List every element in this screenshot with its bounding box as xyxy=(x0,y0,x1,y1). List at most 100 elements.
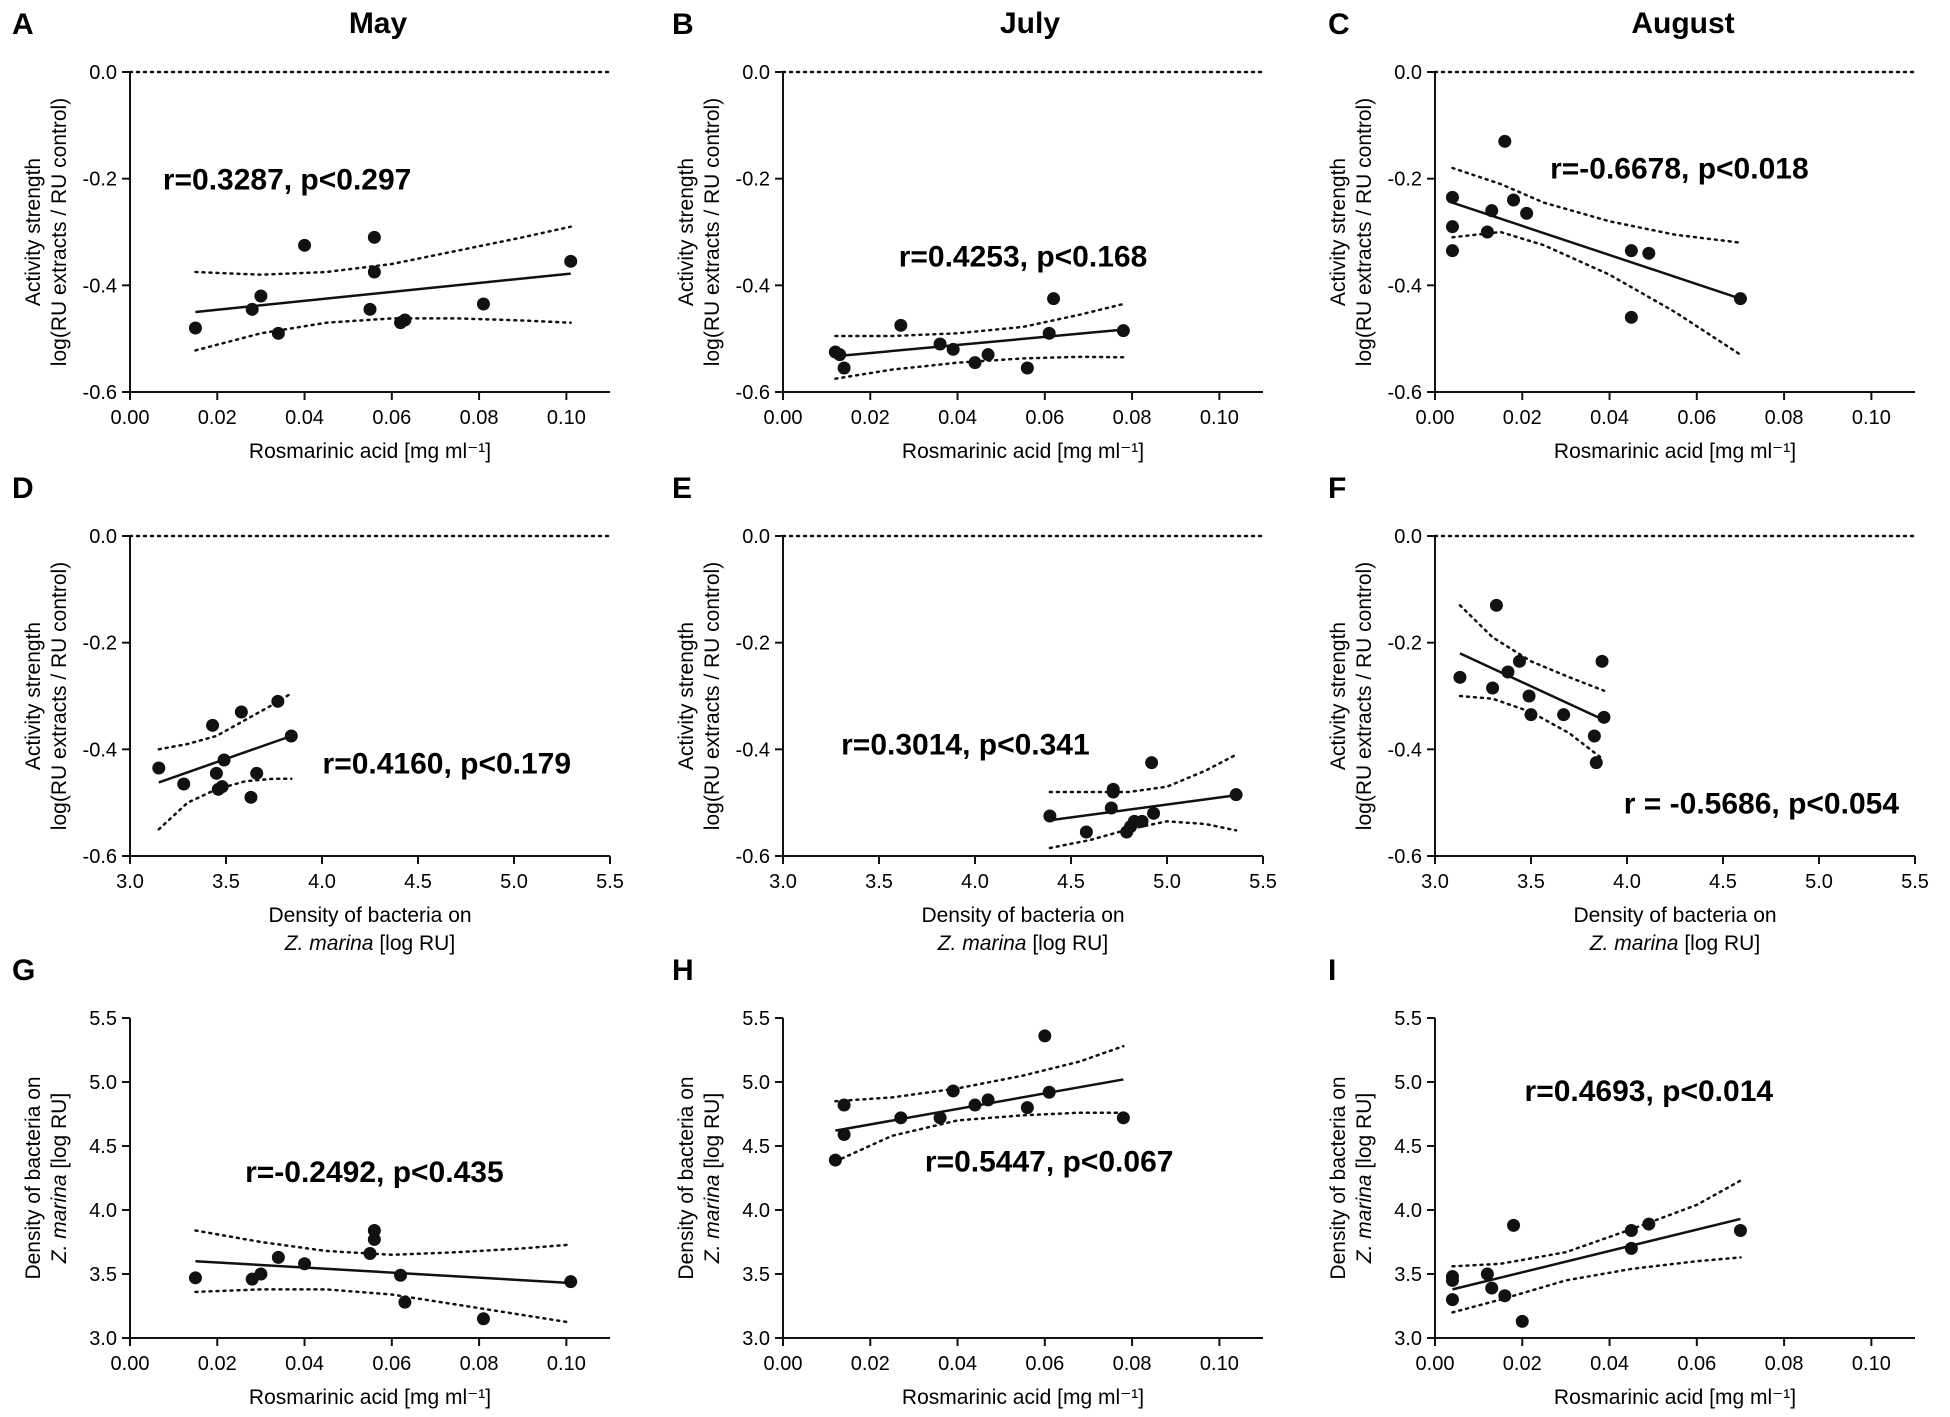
x-tick-label: 0.00 xyxy=(111,407,150,429)
data-point xyxy=(271,1250,285,1264)
data-point xyxy=(1557,708,1571,722)
data-point xyxy=(1520,206,1534,220)
data-point xyxy=(946,1084,960,1098)
y-axis-label-line2: log(RU extracts / RU control) xyxy=(701,562,724,830)
y-tick-label: 4.0 xyxy=(742,1200,770,1222)
data-point xyxy=(894,1111,908,1125)
y-axis-label-line1: Activity strength xyxy=(22,622,45,770)
y-tick-label: 3.0 xyxy=(89,1328,117,1350)
ci-lower-curve xyxy=(1458,694,1606,762)
x-tick-label: 0.10 xyxy=(1852,407,1891,429)
data-point xyxy=(1522,689,1536,703)
correlation-annotation: r=0.4160, p<0.179 xyxy=(323,747,572,780)
data-point xyxy=(367,265,381,279)
data-point xyxy=(1524,708,1538,722)
data-point xyxy=(1047,292,1061,306)
x-tick-label: 0.10 xyxy=(1200,407,1239,429)
correlation-annotation: r=0.5447, p<0.067 xyxy=(925,1146,1174,1179)
x-tick-label: 4.5 xyxy=(1709,871,1737,893)
x-tick-label: 4.0 xyxy=(308,871,336,893)
data-point xyxy=(946,342,960,356)
data-point xyxy=(837,1127,851,1141)
y-tick-label: 3.5 xyxy=(89,1264,117,1286)
y-tick-label: -0.4 xyxy=(736,739,770,761)
x-tick-label: 0.04 xyxy=(285,1353,324,1375)
x-tick-label: 4.5 xyxy=(1057,871,1085,893)
data-point xyxy=(476,1312,490,1326)
data-point xyxy=(367,1223,381,1237)
x-tick-label: 3.5 xyxy=(1517,871,1545,893)
data-point xyxy=(1480,1267,1494,1281)
x-axis-label: Rosmarinic acid [mg ml⁻¹] xyxy=(1554,1386,1796,1409)
panel-letter: C xyxy=(1328,8,1350,41)
x-tick-label: 3.0 xyxy=(116,871,144,893)
y-axis-label-line2: log(RU extracts / RU control) xyxy=(1353,98,1376,366)
data-point xyxy=(206,718,220,732)
x-axis-label-unit: [log RU] xyxy=(1026,932,1108,955)
column-title-july: July xyxy=(1000,7,1060,40)
x-tick-label: 0.06 xyxy=(1677,1353,1716,1375)
y-axis-label-species: Z. marina xyxy=(701,1175,724,1265)
y-axis-label-line2: log(RU extracts / RU control) xyxy=(48,98,71,366)
y-axis-label-line2: Z. marina [log RU] xyxy=(701,1093,724,1264)
panel-f: F 0.0 -0.2 -0.4 -0.6 3.0 3.5 4.0 4.5 5.0 5.5 r = -0… xyxy=(1327,472,1929,955)
data-point xyxy=(363,1247,377,1261)
x-tick-label: 0.06 xyxy=(1025,407,1064,429)
x-axis-label-line2: Z. marina [log RU] xyxy=(284,932,455,955)
data-point xyxy=(152,761,166,775)
y-axis-label-line2: log(RU extracts / RU control) xyxy=(1353,562,1376,830)
data-point xyxy=(1507,1218,1521,1232)
data-point xyxy=(1229,788,1243,802)
column-title-august: August xyxy=(1631,7,1734,40)
data-point xyxy=(234,705,248,719)
correlation-annotation: r=0.3014, p<0.341 xyxy=(841,729,1090,762)
regression-line xyxy=(835,328,1124,358)
regression-line xyxy=(1452,1217,1741,1291)
x-axis-label-unit: [log RU] xyxy=(373,932,455,955)
x-axis-label: Rosmarinic acid [mg ml⁻¹] xyxy=(1554,440,1796,463)
y-tick-label: 4.5 xyxy=(742,1136,770,1158)
data-point xyxy=(1498,134,1512,148)
panel-letter: B xyxy=(672,8,694,41)
data-point xyxy=(1642,246,1656,260)
x-tick-label: 0.04 xyxy=(1590,407,1629,429)
ci-upper-curve xyxy=(194,1229,572,1257)
data-point xyxy=(245,302,259,316)
y-tick-label: 4.0 xyxy=(89,1200,117,1222)
y-axis-label-line2: log(RU extracts / RU control) xyxy=(701,98,724,366)
column-title-may: May xyxy=(349,7,408,40)
regression-line xyxy=(195,1259,571,1285)
x-tick-label: 0.06 xyxy=(1025,1353,1064,1375)
y-tick-label: -0.2 xyxy=(1388,169,1422,191)
x-tick-label: 0.00 xyxy=(1416,407,1455,429)
data-point xyxy=(1589,756,1603,770)
data-point xyxy=(1042,326,1056,340)
data-point xyxy=(564,254,578,268)
x-tick-label: 0.08 xyxy=(460,407,499,429)
x-tick-label: 0.08 xyxy=(1113,407,1152,429)
ci-upper-curve xyxy=(834,302,1125,338)
x-tick-label: 0.02 xyxy=(1503,407,1542,429)
x-tick-label: 0.04 xyxy=(285,407,324,429)
x-tick-label: 3.5 xyxy=(865,871,893,893)
y-tick-label: -0.4 xyxy=(83,739,117,761)
data-point xyxy=(298,238,312,252)
correlation-annotation: r=0.4253, p<0.168 xyxy=(899,241,1148,274)
x-axis-label-unit: [log RU] xyxy=(1678,932,1760,955)
data-point xyxy=(1445,1273,1459,1287)
panel-g: G 3.0 3.5 4.0 4.5 5.0 5.5 0.00 0.02 0.04 0.06 0.08 0… xyxy=(12,954,610,1409)
panel-b: B 0.0 -0.2 -0.4 -0.6 0.00 0.02 0.04 0.06 0.08 0.10… xyxy=(672,8,1265,463)
data-point xyxy=(1485,204,1499,218)
x-axis-label-line1: Density of bacteria on xyxy=(1573,904,1776,927)
y-axis-label-species: Z. marina xyxy=(1353,1175,1376,1265)
y-tick-label: -0.2 xyxy=(1388,633,1422,655)
correlation-annotation: r=-0.2492, p<0.435 xyxy=(245,1156,504,1189)
data-point xyxy=(1595,654,1609,668)
y-axis-label-line2: Z. marina [log RU] xyxy=(1353,1093,1376,1264)
panel-letter: H xyxy=(672,954,694,987)
x-tick-label: 0.06 xyxy=(1677,407,1716,429)
data-point xyxy=(1104,801,1118,815)
y-axis-label-line1: Density of bacteria on xyxy=(22,1076,45,1279)
y-tick-label: -0.4 xyxy=(736,275,770,297)
data-point xyxy=(476,297,490,311)
